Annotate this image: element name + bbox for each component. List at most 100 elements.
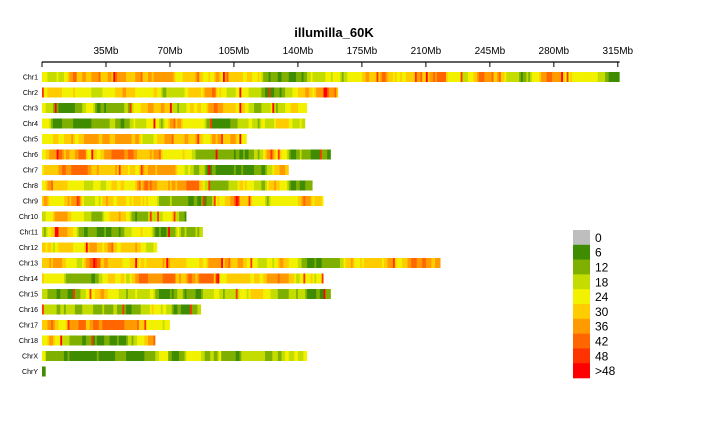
density-bin bbox=[504, 72, 507, 82]
density-bin bbox=[80, 134, 83, 144]
density-bin bbox=[49, 304, 52, 315]
density-bin bbox=[137, 87, 140, 98]
density-bin bbox=[233, 273, 237, 284]
density-bin bbox=[146, 87, 149, 98]
density-bin bbox=[179, 165, 182, 175]
density-bin bbox=[142, 180, 145, 191]
density-bin bbox=[219, 351, 222, 361]
density-bin bbox=[138, 289, 142, 299]
density-bin bbox=[51, 351, 54, 361]
density-bin bbox=[87, 242, 90, 253]
density-bin bbox=[71, 103, 74, 113]
density-bin bbox=[277, 180, 280, 191]
density-bin bbox=[617, 72, 620, 82]
density-bin bbox=[142, 258, 145, 268]
density-bin bbox=[127, 335, 131, 346]
density-bin bbox=[107, 258, 110, 268]
density-bin bbox=[499, 72, 502, 82]
density-bin bbox=[277, 258, 280, 268]
density-bin bbox=[197, 103, 200, 113]
density-bin bbox=[80, 165, 83, 175]
density-bin bbox=[255, 289, 259, 299]
density-bin bbox=[148, 134, 151, 144]
density-bin bbox=[177, 211, 180, 222]
density-bin bbox=[155, 72, 158, 82]
density-bin bbox=[113, 211, 116, 222]
density-bin bbox=[84, 196, 87, 206]
density-bin bbox=[217, 351, 220, 361]
density-bin bbox=[286, 87, 290, 98]
density-bin bbox=[131, 87, 134, 98]
density-bin bbox=[228, 196, 231, 206]
density-bin bbox=[252, 118, 255, 129]
density-bin bbox=[107, 87, 110, 98]
density-bin bbox=[164, 196, 167, 206]
density-bin bbox=[232, 149, 235, 160]
density-bin bbox=[133, 149, 136, 160]
density-bin bbox=[118, 134, 121, 144]
density-bin bbox=[424, 258, 427, 268]
density-bin bbox=[222, 87, 226, 98]
density-bin bbox=[305, 72, 308, 82]
density-bin bbox=[144, 227, 147, 237]
density-bin bbox=[116, 289, 120, 299]
density-bin bbox=[87, 258, 90, 268]
density-bin bbox=[140, 273, 143, 284]
density-bin bbox=[208, 180, 211, 191]
density-bin bbox=[612, 72, 615, 82]
density-bin bbox=[175, 72, 178, 82]
density-bin bbox=[442, 72, 445, 82]
density-bin bbox=[67, 87, 70, 98]
density-bin bbox=[127, 273, 131, 284]
density-bin bbox=[294, 180, 297, 191]
density-bin bbox=[51, 87, 54, 98]
density-bin bbox=[292, 103, 295, 113]
density-bin bbox=[270, 149, 273, 160]
density-bin bbox=[305, 351, 308, 361]
density-bin bbox=[186, 165, 189, 175]
density-bin bbox=[226, 149, 229, 160]
density-bin bbox=[179, 149, 182, 160]
density-bin bbox=[308, 196, 312, 206]
density-bin bbox=[195, 304, 198, 315]
density-bin bbox=[179, 258, 182, 268]
density-bin bbox=[239, 289, 242, 299]
density-bin bbox=[138, 273, 142, 284]
density-bin bbox=[583, 72, 586, 82]
density-bin bbox=[98, 273, 101, 284]
density-bin bbox=[56, 134, 59, 144]
density-bin bbox=[263, 149, 266, 160]
density-bin bbox=[137, 165, 140, 175]
density-bin bbox=[160, 103, 163, 113]
density-bin bbox=[93, 180, 96, 191]
density-bin bbox=[268, 273, 271, 284]
density-bin bbox=[87, 165, 90, 175]
density-bin bbox=[91, 289, 94, 299]
density-bin bbox=[217, 196, 220, 206]
density-bin bbox=[219, 289, 222, 299]
density-bin bbox=[168, 289, 171, 299]
density-bin bbox=[120, 165, 123, 175]
density-bin bbox=[138, 134, 142, 144]
density-bin bbox=[158, 320, 162, 330]
density-bin bbox=[524, 72, 527, 82]
density-bin bbox=[84, 165, 87, 175]
density-bin bbox=[270, 118, 273, 129]
density-bin bbox=[157, 258, 160, 268]
density-bin bbox=[100, 103, 103, 113]
density-bin bbox=[263, 87, 266, 98]
density-bin bbox=[286, 180, 290, 191]
density-bin bbox=[96, 149, 100, 160]
density-bin bbox=[62, 165, 65, 175]
density-bin bbox=[76, 258, 79, 268]
density-bin bbox=[62, 258, 65, 268]
density-bin bbox=[42, 72, 45, 82]
density-bin bbox=[127, 134, 131, 144]
density-bin bbox=[323, 149, 326, 160]
density-bin bbox=[58, 242, 61, 253]
density-bin bbox=[146, 72, 149, 82]
density-bin bbox=[74, 72, 78, 82]
density-bin bbox=[305, 289, 308, 299]
density-bin bbox=[164, 211, 167, 222]
density-bin bbox=[151, 227, 154, 237]
